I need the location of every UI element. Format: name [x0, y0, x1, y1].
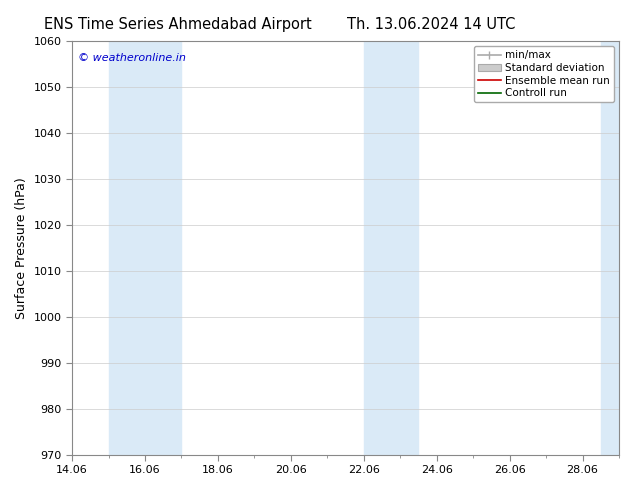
Legend: min/max, Standard deviation, Ensemble mean run, Controll run: min/max, Standard deviation, Ensemble me… — [474, 46, 614, 102]
Text: Th. 13.06.2024 14 UTC: Th. 13.06.2024 14 UTC — [347, 17, 515, 32]
Bar — [108, 41, 181, 455]
Bar — [364, 41, 418, 455]
Y-axis label: Surface Pressure (hPa): Surface Pressure (hPa) — [15, 177, 28, 318]
Text: © weatheronline.in: © weatheronline.in — [77, 53, 185, 64]
Text: ENS Time Series Ahmedabad Airport: ENS Time Series Ahmedabad Airport — [44, 17, 311, 32]
Bar — [601, 41, 634, 455]
